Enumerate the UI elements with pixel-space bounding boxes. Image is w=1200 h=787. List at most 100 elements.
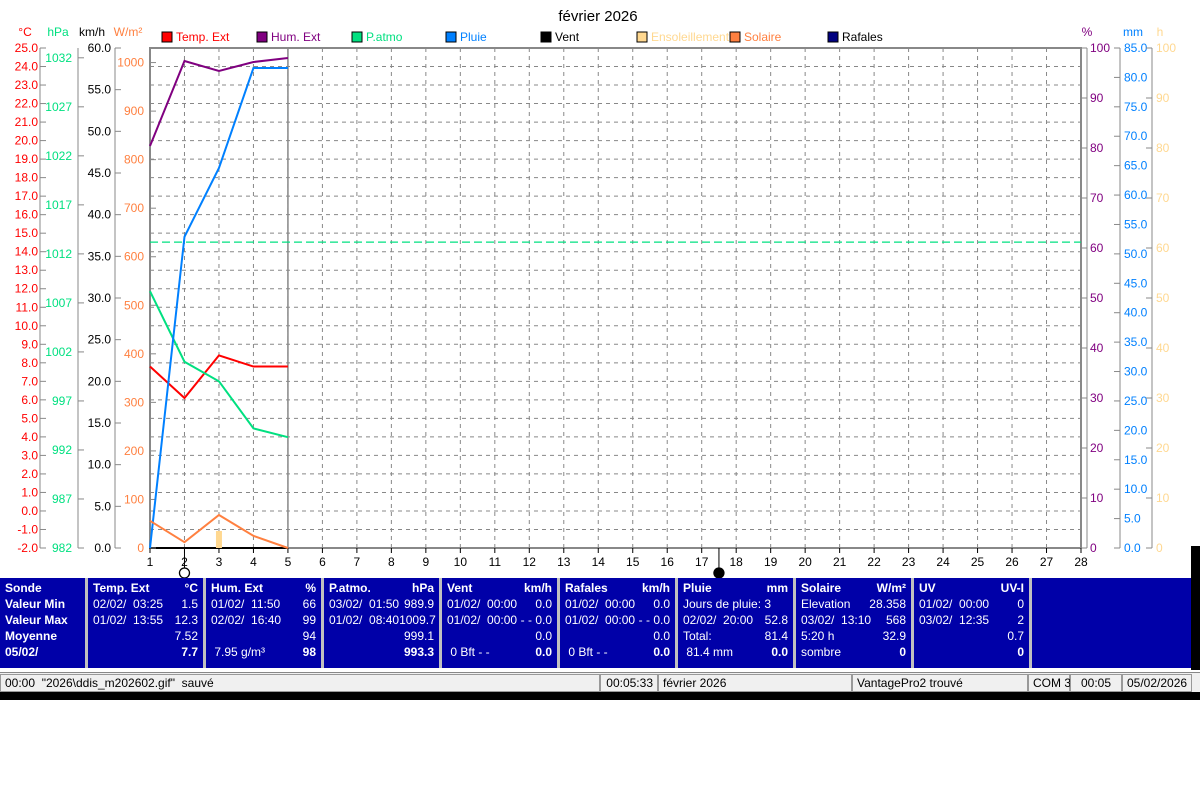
sunshine-bar	[215, 531, 222, 548]
hum-axis-tick-label: 20	[1090, 441, 1104, 455]
stats-header: Solaire W/m²	[801, 580, 906, 596]
stats-panel: Sonde Valeur Min Valeur Max Moyenne 05/02/Te…	[0, 578, 1191, 668]
hum-axis-tick-label: 70	[1090, 191, 1104, 205]
legend-swatch	[445, 31, 457, 43]
wind-axis-tick-label: 30.0	[88, 291, 112, 305]
stats-value: 0.0	[653, 645, 670, 659]
x-tick-label: 21	[833, 555, 847, 569]
press-axis-tick-label: 1027	[45, 100, 72, 114]
stats-col: Vent km/h 01/02/ 00:00 0.0 01/02/ 00:00- - 0…	[442, 578, 560, 668]
moon-new-icon	[713, 567, 725, 578]
stats-value: hPa	[411, 581, 434, 595]
x-tick-label: 1	[147, 555, 154, 569]
x-tick-label: 20	[798, 555, 812, 569]
stats-label: 01/02/ 00:00	[447, 597, 518, 611]
legend-tempext: Temp. Ext	[176, 30, 230, 44]
temp-axis-tick-label: 23.0	[15, 78, 39, 92]
rain-axis-tick-label: 25.0	[1124, 394, 1148, 408]
stats-row: 5:20 h 32.9	[801, 628, 906, 644]
press-axis-tick-label: 1012	[45, 247, 72, 261]
wind-axis-tick-label: 60.0	[88, 41, 112, 55]
press-axis-tick-label: 1007	[45, 296, 72, 310]
stats-value: 0	[899, 645, 906, 659]
temp-axis-tick-label: -2.0	[17, 541, 38, 555]
stats-value: 52.8	[764, 613, 788, 627]
stats-row: 7.52	[93, 628, 198, 644]
stats-row: 999.1	[329, 628, 434, 644]
wind-axis-tick-label: 5.0	[94, 499, 111, 513]
rain-axis-unit: mm	[1123, 25, 1143, 39]
stats-header: Pluie mm	[683, 580, 788, 596]
status-elapsed: 00:05:33	[600, 674, 658, 692]
stats-value: 989.9	[403, 597, 434, 611]
stats-label: sombre	[801, 645, 842, 659]
stats-label: 05/02/	[5, 645, 39, 659]
sun-axis-tick-label: 100	[1156, 41, 1176, 55]
hum-axis-tick-label: 0	[1090, 541, 1097, 555]
stats-value: W/m²	[876, 581, 906, 595]
x-tick-label: 15	[626, 555, 640, 569]
stats-row: Total: 81.4	[683, 628, 788, 644]
x-tick-label: 18	[730, 555, 744, 569]
legend-humext: Hum. Ext	[271, 30, 321, 44]
sun-axis-tick-label: 60	[1156, 241, 1170, 255]
hum-axis-unit: %	[1082, 25, 1093, 39]
stats-value: 0	[1017, 645, 1024, 659]
stats-value: 28.358	[869, 597, 906, 611]
solar-axis-tick-label: 400	[124, 347, 144, 361]
sun-axis-tick-label: 80	[1156, 141, 1170, 155]
x-tick-label: 19	[764, 555, 778, 569]
temp-axis-tick-label: 24.0	[15, 60, 39, 74]
stats-header: Temp. Ext °C	[93, 580, 198, 596]
stats-row: 01/02/ 13:55 12.3	[93, 612, 198, 628]
temp-axis-tick-label: 12.0	[15, 282, 39, 296]
stats-label: 5:20 h	[801, 629, 835, 643]
stats-label: 0 Bft - -	[565, 645, 608, 659]
x-tick-label: 5	[285, 555, 292, 569]
stats-label: 03/02/ 12:35	[919, 613, 990, 627]
stats-row: 01/02/ 00:00 0.0	[565, 596, 670, 612]
legend-swatch	[729, 31, 741, 43]
stats-row: 7.7	[93, 644, 198, 660]
stats-row: sombre 0	[801, 644, 906, 660]
stats-label: Valeur Min	[5, 597, 66, 611]
stats-label: 01/02/ 00:00	[565, 597, 636, 611]
temp-axis-tick-label: 22.0	[15, 97, 39, 111]
stats-col: Rafales km/h 01/02/ 00:00 0.0 01/02/ 00:00- …	[560, 578, 678, 668]
stats-label: 01/02/ 13:55	[93, 613, 164, 627]
stats-row: 03/02/ 01:50 989.9	[329, 596, 434, 612]
x-tick-label: 11	[489, 555, 502, 569]
temp-axis-tick-label: 10.0	[15, 319, 39, 333]
stats-label: 02/02/ 20:00	[683, 613, 754, 627]
press-axis-tick-label: 1022	[45, 149, 72, 163]
rain-axis-tick-label: 30.0	[1124, 365, 1148, 379]
stats-value: 1.5	[181, 597, 198, 611]
wind-axis-tick-label: 55.0	[88, 83, 112, 97]
temp-axis-tick-label: 19.0	[15, 152, 39, 166]
hum-axis-tick-label: 30	[1090, 391, 1104, 405]
stats-row: 05/02/	[5, 644, 80, 660]
stats-value: 0.0	[653, 597, 670, 611]
sun-axis-tick-label: 10	[1156, 491, 1170, 505]
stats-row: 02/02/ 03:25 1.5	[93, 596, 198, 612]
series-pluie	[149, 67, 288, 549]
rain-axis-tick-label: 35.0	[1124, 335, 1148, 349]
temp-axis-tick-label: 15.0	[15, 226, 39, 240]
temp-axis-tick-label: 21.0	[15, 115, 39, 129]
solar-axis-tick-label: 600	[124, 250, 144, 264]
temp-axis-tick-label: 25.0	[15, 41, 39, 55]
stats-label: Elevation	[801, 597, 851, 611]
stats-label: 01/02/ 00:00	[919, 597, 990, 611]
temp-axis-unit: °C	[18, 25, 32, 39]
x-tick-label: 17	[695, 555, 709, 569]
stats-row: 0 Bft - - 0.0	[565, 644, 670, 660]
stats-header: Rafales km/h	[565, 580, 670, 596]
x-tick-label: 27	[1040, 555, 1054, 569]
stats-value: 2	[1017, 613, 1024, 627]
series-solaire	[149, 513, 289, 549]
rain-axis-tick-label: 70.0	[1124, 129, 1148, 143]
stats-label: 0 Bft - -	[447, 645, 490, 659]
legend-rafales: Rafales	[842, 30, 883, 44]
series-tempext	[149, 354, 288, 400]
press-axis-tick-label: 982	[52, 541, 72, 555]
